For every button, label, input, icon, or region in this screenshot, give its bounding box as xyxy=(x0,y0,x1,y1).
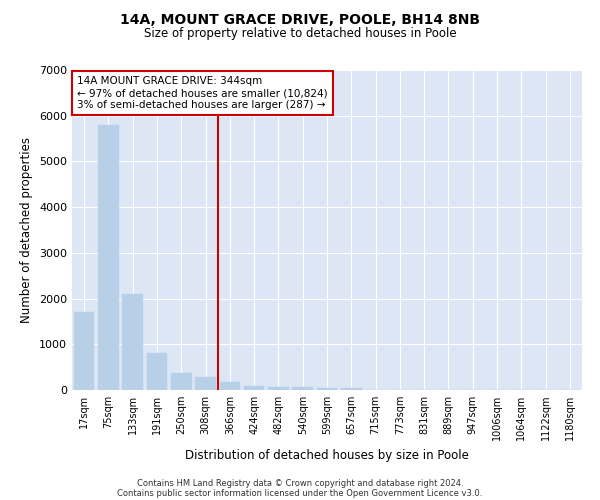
Bar xyxy=(317,388,337,390)
Bar xyxy=(341,388,362,390)
Bar xyxy=(74,312,94,390)
Bar xyxy=(244,386,265,390)
Bar xyxy=(98,125,119,390)
Text: Size of property relative to detached houses in Poole: Size of property relative to detached ho… xyxy=(143,28,457,40)
Bar xyxy=(146,354,167,390)
Bar xyxy=(122,294,143,390)
X-axis label: Distribution of detached houses by size in Poole: Distribution of detached houses by size … xyxy=(185,448,469,462)
Text: Contains public sector information licensed under the Open Government Licence v3: Contains public sector information licen… xyxy=(118,488,482,498)
Bar xyxy=(171,373,191,390)
Bar xyxy=(195,376,216,390)
Bar xyxy=(220,382,240,390)
Text: Contains HM Land Registry data © Crown copyright and database right 2024.: Contains HM Land Registry data © Crown c… xyxy=(137,478,463,488)
Y-axis label: Number of detached properties: Number of detached properties xyxy=(20,137,34,323)
Text: 14A MOUNT GRACE DRIVE: 344sqm
← 97% of detached houses are smaller (10,824)
3% o: 14A MOUNT GRACE DRIVE: 344sqm ← 97% of d… xyxy=(77,76,328,110)
Text: 14A, MOUNT GRACE DRIVE, POOLE, BH14 8NB: 14A, MOUNT GRACE DRIVE, POOLE, BH14 8NB xyxy=(120,12,480,26)
Bar xyxy=(292,388,313,390)
Bar xyxy=(268,386,289,390)
